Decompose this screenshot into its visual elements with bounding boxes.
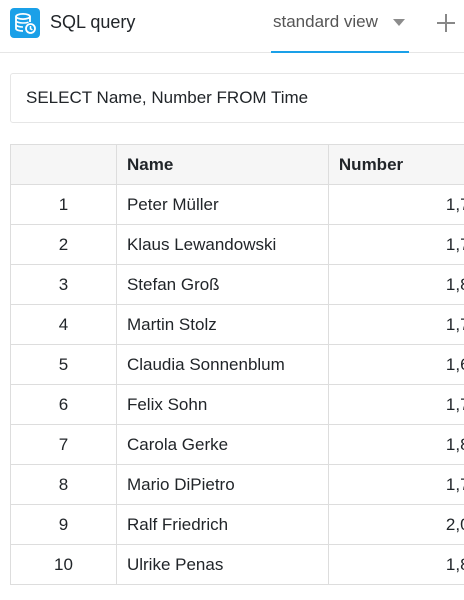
number-cell[interactable]: 2,02 [327,504,464,545]
result-table: Name Number 1 Peter Müller 1,70 2 Klaus … [10,144,464,585]
table-row[interactable]: 6 Felix Sohn 1,70 [10,384,464,425]
number-cell[interactable]: 1,73 [327,304,464,345]
table-row[interactable]: 1 Peter Müller 1,70 [10,184,464,225]
name-cell[interactable]: Carola Gerke [115,424,329,465]
table-header-row: Name Number [10,144,464,185]
table-row[interactable]: 3 Stefan Groß 1,85 [10,264,464,305]
column-header-number[interactable]: Number [327,144,464,185]
name-cell[interactable]: Ralf Friedrich [115,504,329,545]
row-index: 2 [10,224,117,265]
row-index: 8 [10,464,117,505]
name-cell[interactable]: Stefan Groß [115,264,329,305]
name-cell[interactable]: Klaus Lewandowski [115,224,329,265]
table-row[interactable]: 10 Ulrike Penas 1,80 [10,544,464,585]
number-cell[interactable]: 1,70 [327,384,464,425]
table-row[interactable]: 8 Mario DiPietro 1,75 [10,464,464,505]
row-index: 7 [10,424,117,465]
row-index: 5 [10,344,117,385]
column-header-index [10,144,117,185]
number-cell[interactable]: 1,78 [327,224,464,265]
plus-icon[interactable] [434,9,458,37]
table-row[interactable]: 7 Carola Gerke 1,85 [10,424,464,465]
sql-query-text: SELECT Name, Number FROM Time [26,88,309,107]
table-row[interactable]: 4 Martin Stolz 1,73 [10,304,464,345]
column-header-name[interactable]: Name [115,144,329,185]
name-cell[interactable]: Claudia Sonnenblum [115,344,329,385]
number-cell[interactable]: 1,85 [327,264,464,305]
sql-query-input[interactable]: SELECT Name, Number FROM Time [10,73,464,123]
number-cell[interactable]: 1,85 [327,424,464,465]
database-icon [10,8,40,38]
table-row[interactable]: 2 Klaus Lewandowski 1,78 [10,224,464,265]
name-cell[interactable]: Ulrike Penas [115,544,329,585]
app-title: SQL query [50,12,136,32]
name-cell[interactable]: Peter Müller [115,184,329,225]
table-row[interactable]: 5 Claudia Sonnenblum 1,66 [10,344,464,385]
number-cell[interactable]: 1,80 [327,544,464,585]
row-index: 3 [10,264,117,305]
number-cell[interactable]: 1,75 [327,464,464,505]
name-cell[interactable]: Felix Sohn [115,384,329,425]
view-selector[interactable]: standard view [271,0,409,53]
row-index: 1 [10,184,117,225]
name-cell[interactable]: Mario DiPietro [115,464,329,505]
view-label: standard view [273,12,378,31]
name-cell[interactable]: Martin Stolz [115,304,329,345]
table-row[interactable]: 9 Ralf Friedrich 2,02 [10,504,464,545]
row-index: 6 [10,384,117,425]
row-index: 10 [10,544,117,585]
number-cell[interactable]: 1,70 [327,184,464,225]
row-index: 9 [10,504,117,545]
top-bar: SQL query standard view [0,0,464,53]
row-index: 4 [10,304,117,345]
number-cell[interactable]: 1,66 [327,344,464,385]
caret-down-icon[interactable] [393,19,405,26]
